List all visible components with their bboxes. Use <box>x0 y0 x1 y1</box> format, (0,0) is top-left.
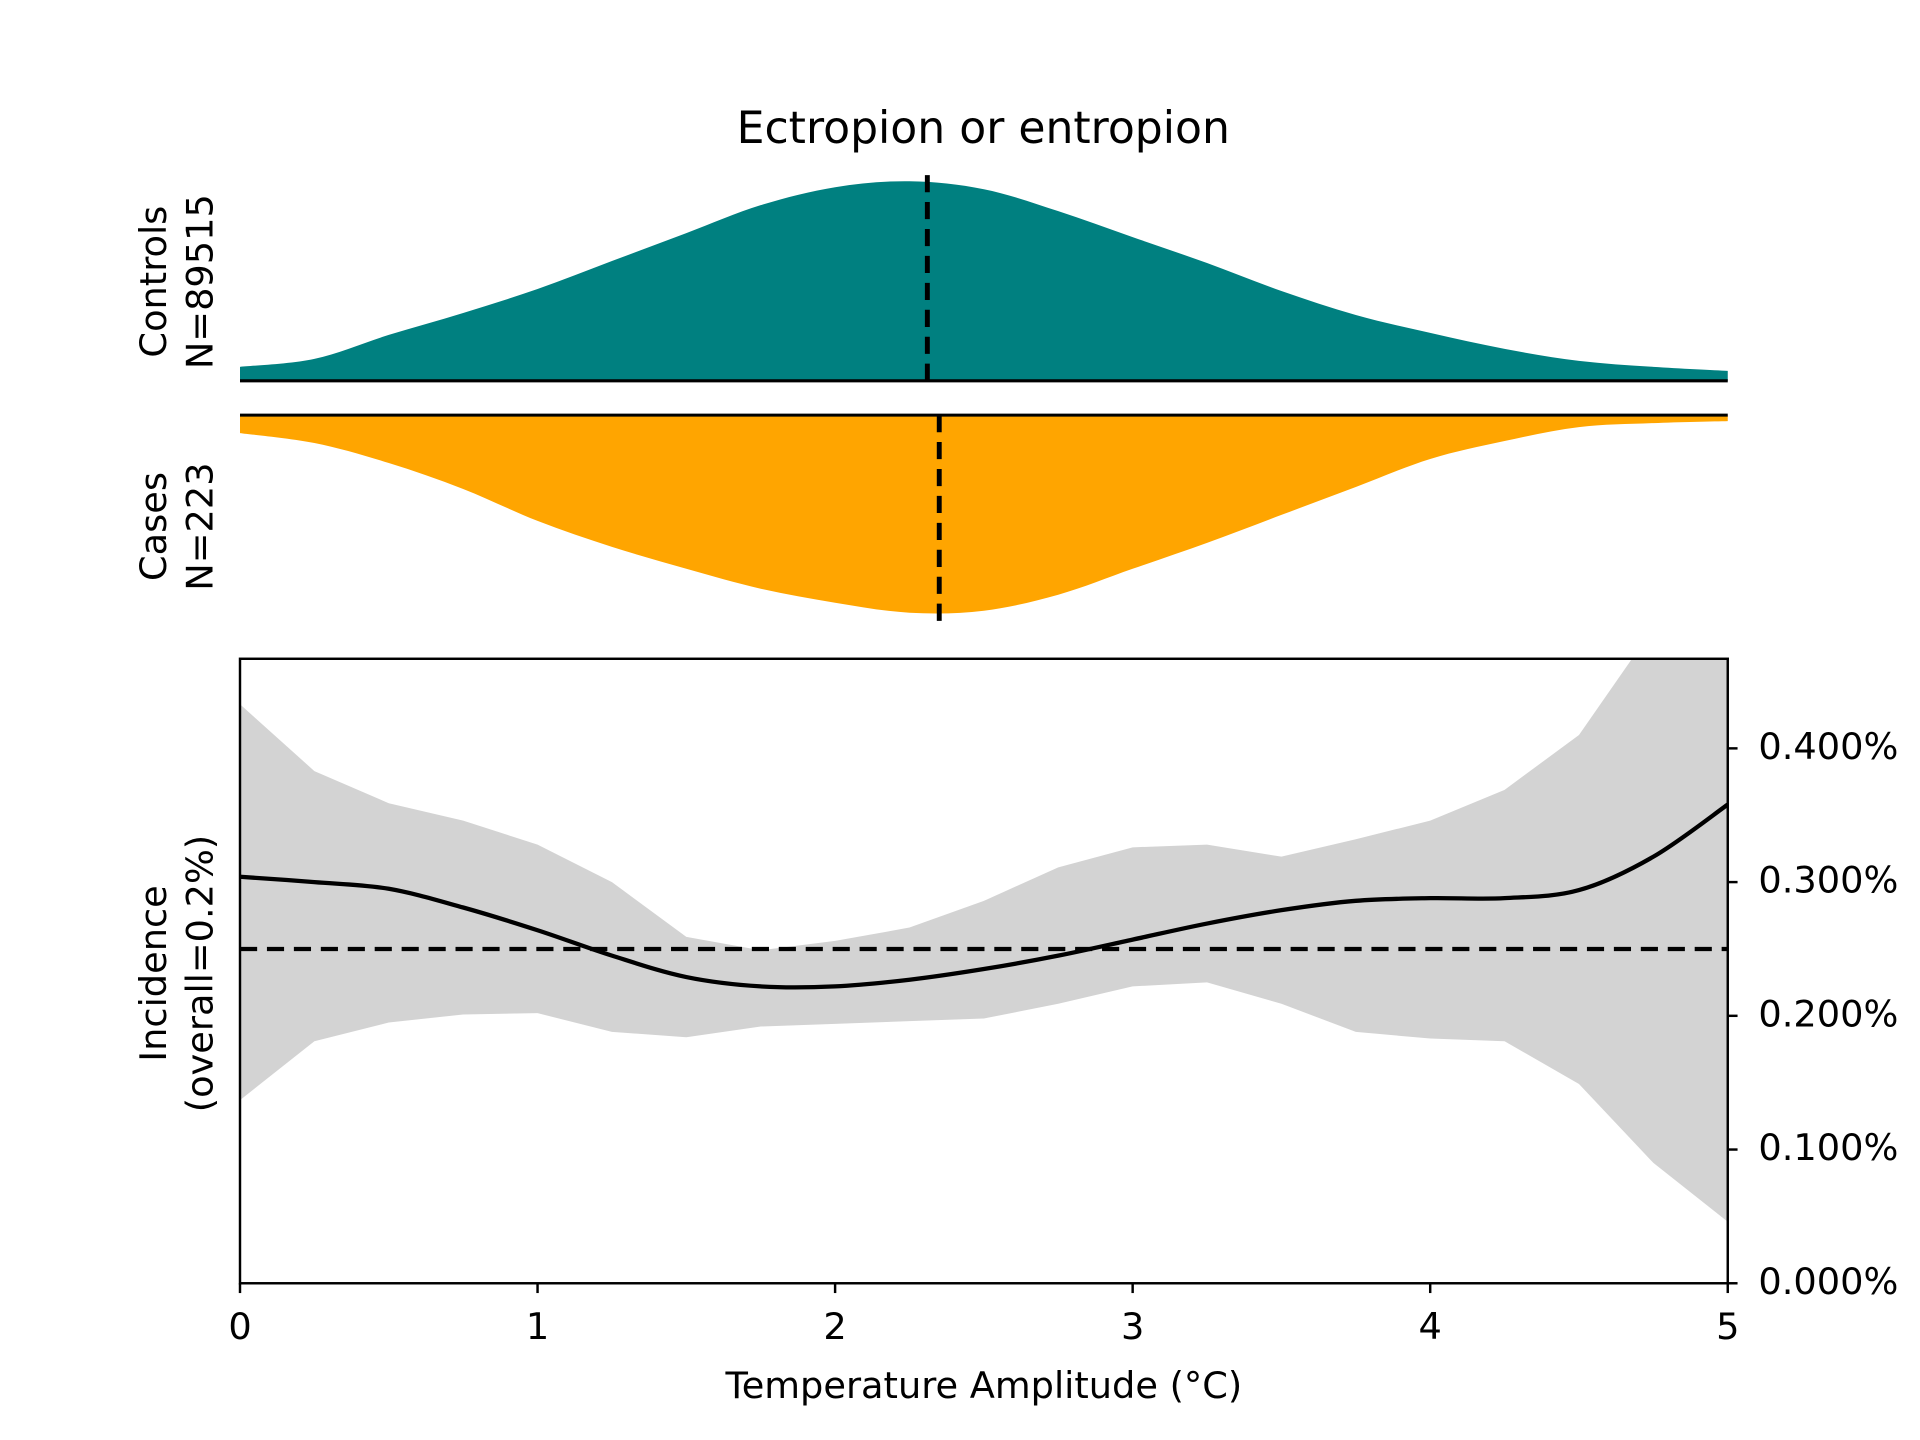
y-axis-label: Controls <box>132 206 175 358</box>
x-tick-label: 3 <box>1121 1305 1144 1348</box>
y-tick-label: 0.100% <box>1758 1126 1898 1169</box>
x-tick-label: 5 <box>1716 1305 1739 1348</box>
y-tick-label: 0.200% <box>1758 992 1898 1035</box>
y-axis-label: Cases <box>132 472 175 581</box>
line <box>240 802 1728 990</box>
y-axis-label: N=89515 <box>179 194 222 369</box>
x-axis-label: Temperature Amplitude (°C) <box>725 1364 1243 1407</box>
x-tick-label: 0 <box>228 1305 251 1348</box>
density-area <box>240 415 1728 614</box>
y-tick-label: 0.300% <box>1758 859 1898 902</box>
y-axis-label: Incidence <box>132 885 175 1061</box>
plot-frame <box>238 657 1729 1285</box>
chart-title: Ectropion or entropion <box>737 103 1230 154</box>
plot-area <box>240 658 1728 1222</box>
x-tick-label: 2 <box>823 1305 846 1348</box>
y-axis-label: N=223 <box>179 462 222 590</box>
x-tick-label: 4 <box>1419 1305 1442 1348</box>
density-area <box>240 181 1728 381</box>
x-tick-label: 1 <box>526 1305 549 1348</box>
confidence-band <box>240 658 1728 1222</box>
y-tick-label: 0.000% <box>1758 1260 1898 1303</box>
y-axis-label: (overall=0.2%) <box>179 835 222 1113</box>
y-tick-label: 0.400% <box>1758 725 1898 768</box>
